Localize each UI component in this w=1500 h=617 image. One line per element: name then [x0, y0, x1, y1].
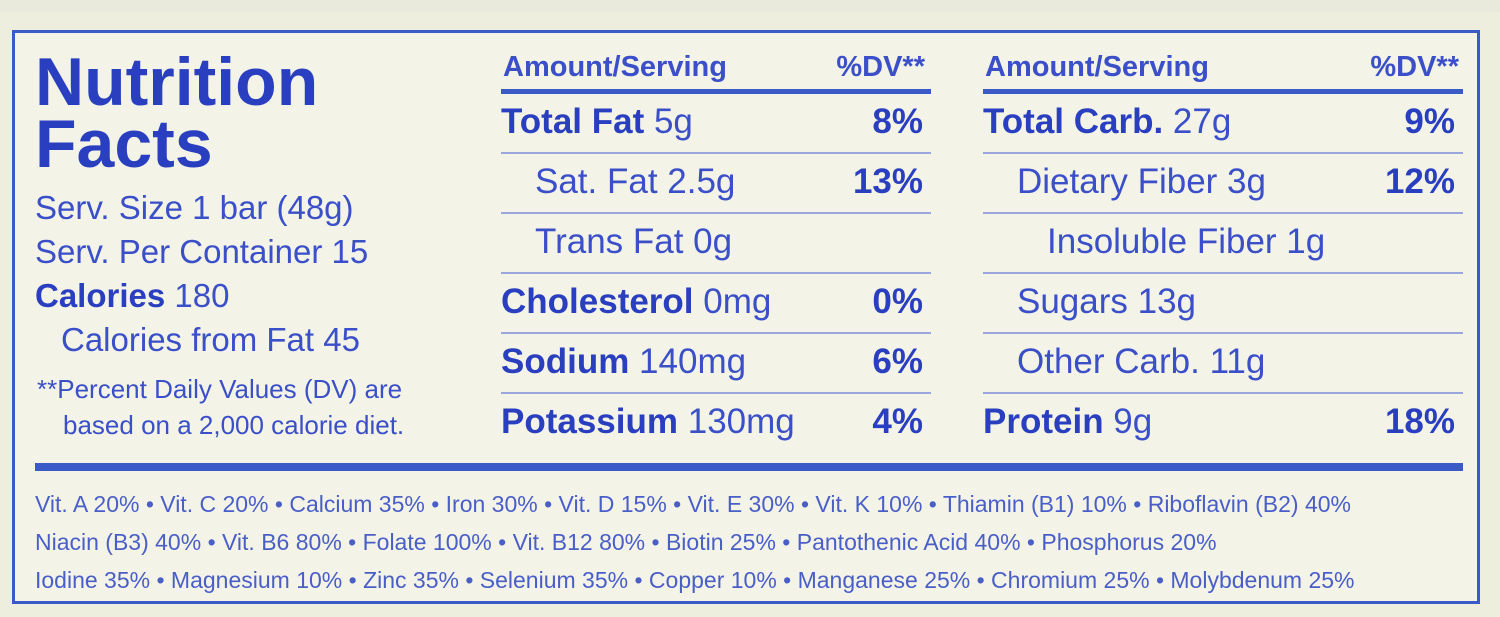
nutrient-name: Dietary Fiber 3g	[1017, 162, 1266, 201]
nutrient-dv: 13%	[852, 162, 923, 201]
nutrient-name: Protein	[983, 402, 1104, 441]
right-amount-header: Amount/Serving	[985, 51, 1209, 83]
right-nutrient-table: Amount/Serving %DV** Total Carb. 27g 9% …	[983, 51, 1463, 452]
section-divider	[35, 463, 1463, 471]
nutrient-name: Total Fat	[501, 102, 645, 141]
nutrient-name: Total Carb.	[983, 102, 1164, 141]
nutrient-amount: 0mg	[693, 282, 772, 321]
nutrient-dv: 18%	[1384, 402, 1455, 441]
nutrient-amount: 9g	[1103, 402, 1153, 441]
nutrient-name: Other Carb. 11g	[1017, 342, 1266, 381]
nutrient-dv: 9%	[1404, 102, 1455, 141]
nutrient-row-total-fat: Total Fat 5g 8%	[501, 94, 931, 154]
nutrient-dv: 8%	[872, 102, 923, 141]
vitamins-minerals: Vit. A 20% • Vit. C 20% • Calcium 35% • …	[35, 485, 1471, 599]
calories-value: 180	[165, 277, 230, 314]
serving-info: Serv. Size 1 bar (48g) Serv. Per Contain…	[35, 186, 368, 362]
nutrient-row-sat-fat: Sat. Fat 2.5g 13%	[501, 154, 931, 214]
nutrient-name: Cholesterol	[501, 282, 694, 321]
calories: Calories 180	[35, 274, 368, 318]
dv-footnote: **Percent Daily Values (DV) are based on…	[37, 371, 404, 443]
right-table-header: Amount/Serving %DV**	[983, 51, 1463, 94]
nutrient-name: Trans Fat 0g	[535, 222, 733, 261]
nutrient-row-dietary-fiber: Dietary Fiber 3g 12%	[983, 154, 1463, 214]
left-amount-header: Amount/Serving	[503, 51, 727, 83]
nutrition-facts-panel: Nutrition Facts Serv. Size 1 bar (48g) S…	[12, 30, 1480, 604]
title-line-1: Nutrition	[35, 44, 319, 120]
nutrient-name: Potassium	[501, 402, 678, 441]
nutrient-name: Sugars 13g	[1017, 282, 1197, 321]
vitamins-line-2: Niacin (B3) 40% • Vit. B6 80% • Folate 1…	[35, 529, 1217, 555]
nutrient-row-sugars: Sugars 13g	[983, 274, 1463, 334]
nutrition-facts-title: Nutrition Facts	[35, 44, 319, 182]
calories-from-fat: Calories from Fat 45	[61, 321, 360, 358]
package-top-edge	[0, 0, 1500, 12]
vitamins-line-1: Vit. A 20% • Vit. C 20% • Calcium 35% • …	[35, 491, 1351, 517]
nutrient-dv: 6%	[872, 342, 923, 381]
nutrient-row-protein: Protein 9g 18%	[983, 394, 1463, 452]
nutrient-row-cholesterol: Cholesterol 0mg 0%	[501, 274, 931, 334]
nutrient-name: Sodium	[501, 342, 630, 381]
left-nutrient-table: Amount/Serving %DV** Total Fat 5g 8% Sat…	[501, 51, 931, 452]
nutrient-row-other-carb: Other Carb. 11g	[983, 334, 1463, 394]
nutrient-row-potassium: Potassium 130mg 4%	[501, 394, 931, 452]
title-line-2: Facts	[35, 106, 213, 182]
nutrient-dv: 12%	[1384, 162, 1455, 201]
footnote-line-2: based on a 2,000 calorie diet.	[63, 410, 405, 440]
nutrient-name: Sat. Fat 2.5g	[535, 162, 736, 201]
calories-label: Calories	[35, 277, 166, 314]
footnote-line-1: **Percent Daily Values (DV) are	[37, 374, 403, 404]
left-table-header: Amount/Serving %DV**	[501, 51, 931, 94]
nutrient-row-total-carb: Total Carb. 27g 9%	[983, 94, 1463, 154]
nutrient-amount: 130mg	[678, 402, 795, 441]
nutrient-amount: 27g	[1163, 102, 1232, 141]
left-dv-header: %DV**	[836, 51, 925, 83]
servings-per-container: Serv. Per Container 15	[35, 233, 369, 270]
serving-size: Serv. Size 1 bar (48g)	[35, 189, 354, 226]
vitamins-line-3: Iodine 35% • Magnesium 10% • Zinc 35% • …	[35, 567, 1355, 593]
nutrient-dv: 0%	[872, 282, 923, 321]
nutrient-amount: 5g	[644, 102, 693, 141]
right-dv-header: %DV**	[1370, 51, 1459, 83]
nutrient-name: Insoluble Fiber 1g	[1047, 222, 1326, 261]
nutrient-row-trans-fat: Trans Fat 0g	[501, 214, 931, 274]
nutrient-row-sodium: Sodium 140mg 6%	[501, 334, 931, 394]
nutrient-dv: 4%	[872, 402, 923, 441]
nutrient-amount: 140mg	[629, 342, 747, 381]
nutrient-row-insoluble-fiber: Insoluble Fiber 1g	[983, 214, 1463, 274]
